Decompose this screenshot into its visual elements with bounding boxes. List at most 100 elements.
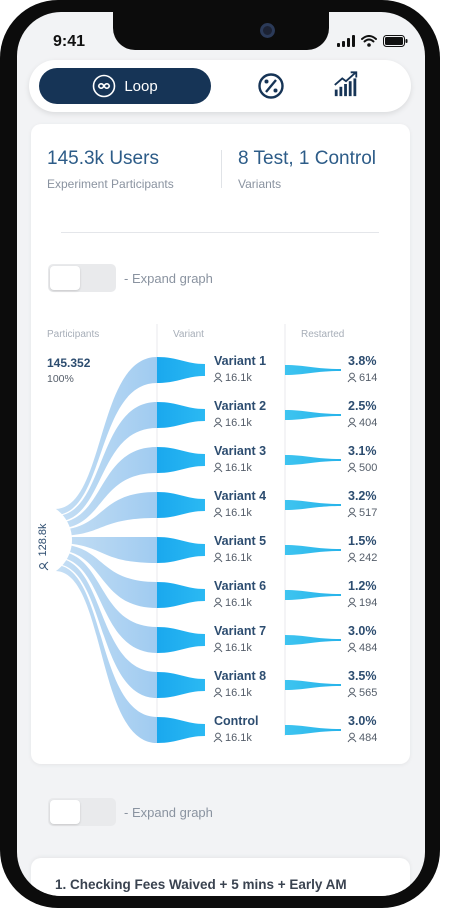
restarted-pct: 3.5% <box>348 669 377 683</box>
section-divider <box>61 232 379 233</box>
notch <box>113 12 329 50</box>
source-flow-ribbon <box>55 544 157 608</box>
source-flow-ribbon <box>55 447 157 529</box>
user-icon <box>349 462 355 469</box>
restarted-count: 614 <box>359 372 377 384</box>
variant-node <box>157 447 205 473</box>
variant-name: Variant 1 <box>214 354 266 368</box>
user-icon-body <box>347 558 357 563</box>
user-icon-body <box>347 468 357 473</box>
variant-rows: Variant 1 16.1k 3.8% 614 Variant 2 16.1k 2.5% 4… <box>213 354 377 744</box>
variant-name: Variant 8 <box>214 669 266 683</box>
users-stat: 145.3k Users Experiment Participants <box>47 148 174 191</box>
variant-users: 16.1k <box>225 462 252 474</box>
restarted-count: 565 <box>359 687 377 699</box>
variant-node <box>157 672 205 698</box>
variants-stat: 8 Test, 1 Control Variants <box>238 148 376 191</box>
variant-node <box>157 357 205 383</box>
next-experiment-title: 1. Checking Fees Waived + 5 mins + Early… <box>55 877 347 892</box>
variant-name: Variant 6 <box>214 579 266 593</box>
restarted-flow <box>285 590 341 600</box>
toggle-knob <box>50 266 80 290</box>
user-icon <box>215 552 221 559</box>
user-icon <box>349 642 355 649</box>
user-icon <box>349 732 355 739</box>
variant-users: 16.1k <box>225 597 252 609</box>
variant-row[interactable]: Variant 6 16.1k 1.2% 194 <box>213 579 377 609</box>
user-icon-body <box>347 648 357 653</box>
toggle-knob-2 <box>50 800 80 824</box>
user-icon-body <box>213 513 223 518</box>
variant-row[interactable]: Variant 3 16.1k 3.1% 500 <box>213 444 377 474</box>
variant-node <box>157 492 205 518</box>
restarted-count: 404 <box>359 417 377 429</box>
expand-graph-toggle-2[interactable] <box>48 798 116 826</box>
loop-tab-button[interactable]: Loop <box>39 68 211 104</box>
camera-dot <box>258 21 277 40</box>
user-icon <box>349 507 355 514</box>
user-icon-body <box>44 561 49 571</box>
variant-node <box>157 582 205 608</box>
user-icon <box>349 597 355 604</box>
status-time: 9:41 <box>53 33 86 50</box>
user-icon-body <box>347 693 357 698</box>
variant-row[interactable]: Control 16.1k 3.0% 484 <box>213 714 377 744</box>
restarted-count: 484 <box>359 732 377 744</box>
variant-name: Variant 5 <box>214 534 266 548</box>
expand-graph-label-2: - Expand graph <box>124 805 213 820</box>
source-flow-ribbon <box>55 492 157 536</box>
users-value: 145.3k Users <box>47 148 159 169</box>
source-flow-ribbon <box>55 551 157 653</box>
variant-row[interactable]: Variant 1 16.1k 3.8% 614 <box>213 354 377 384</box>
variant-row[interactable]: Variant 7 16.1k 3.0% 484 <box>213 624 377 654</box>
restarted-flow <box>285 725 341 735</box>
wifi-icon <box>361 35 377 47</box>
experiment-card: 145.3k Users Experiment Participants 8 T… <box>31 124 410 764</box>
variant-users: 16.1k <box>225 552 252 564</box>
user-icon-body <box>213 648 223 653</box>
restarted-count: 242 <box>359 552 377 564</box>
user-icon-body <box>347 378 357 383</box>
source-flow-ribbon <box>55 558 157 698</box>
restarted-pct: 3.1% <box>348 444 377 458</box>
user-icon <box>215 642 221 649</box>
source-count-value: 128.8k <box>37 523 49 557</box>
source-count: 128.8k <box>37 523 49 571</box>
user-icon-body <box>347 603 357 608</box>
users-label: Experiment Participants <box>47 177 174 191</box>
restarted-pct: 3.0% <box>348 714 377 728</box>
user-icon-body <box>213 468 223 473</box>
restarted-pct: 3.0% <box>348 624 377 638</box>
user-icon <box>349 417 355 424</box>
growth-chart-icon[interactable] <box>331 70 361 98</box>
restarted-flow <box>285 680 341 690</box>
loop-icon <box>93 74 116 98</box>
restarted-flow <box>285 500 341 510</box>
battery-icon <box>383 35 408 47</box>
variant-name: Control <box>214 714 258 728</box>
restarted-count: 500 <box>359 462 377 474</box>
user-icon <box>215 687 221 694</box>
participants-pct: 100% <box>47 373 74 385</box>
next-experiment-card[interactable]: 1. Checking Fees Waived + 5 mins + Early… <box>31 858 410 896</box>
user-icon <box>215 597 221 604</box>
user-icon-body <box>213 378 223 383</box>
restarted-flow <box>285 365 341 375</box>
variant-users: 16.1k <box>225 417 252 429</box>
user-icon-body <box>347 738 357 743</box>
stat-divider <box>221 150 222 188</box>
restarted-pct: 2.5% <box>348 399 377 413</box>
percent-icon[interactable] <box>256 72 286 100</box>
restarted-count: 517 <box>359 507 377 519</box>
variant-name: Variant 2 <box>214 399 266 413</box>
column-header-restarted: Restarted <box>301 329 344 340</box>
variant-users: 16.1k <box>225 732 252 744</box>
variant-node <box>157 537 205 563</box>
user-icon <box>215 462 221 469</box>
variant-row[interactable]: Variant 4 16.1k 3.2% 517 <box>213 489 377 519</box>
column-header-variant: Variant <box>173 329 204 340</box>
variant-row[interactable]: Variant 2 16.1k 2.5% 404 <box>213 399 377 429</box>
expand-graph-toggle[interactable] <box>48 264 116 292</box>
variant-row[interactable]: Variant 8 16.1k 3.5% 565 <box>213 669 377 699</box>
variant-row[interactable]: Variant 5 16.1k 1.5% 242 <box>213 534 377 564</box>
